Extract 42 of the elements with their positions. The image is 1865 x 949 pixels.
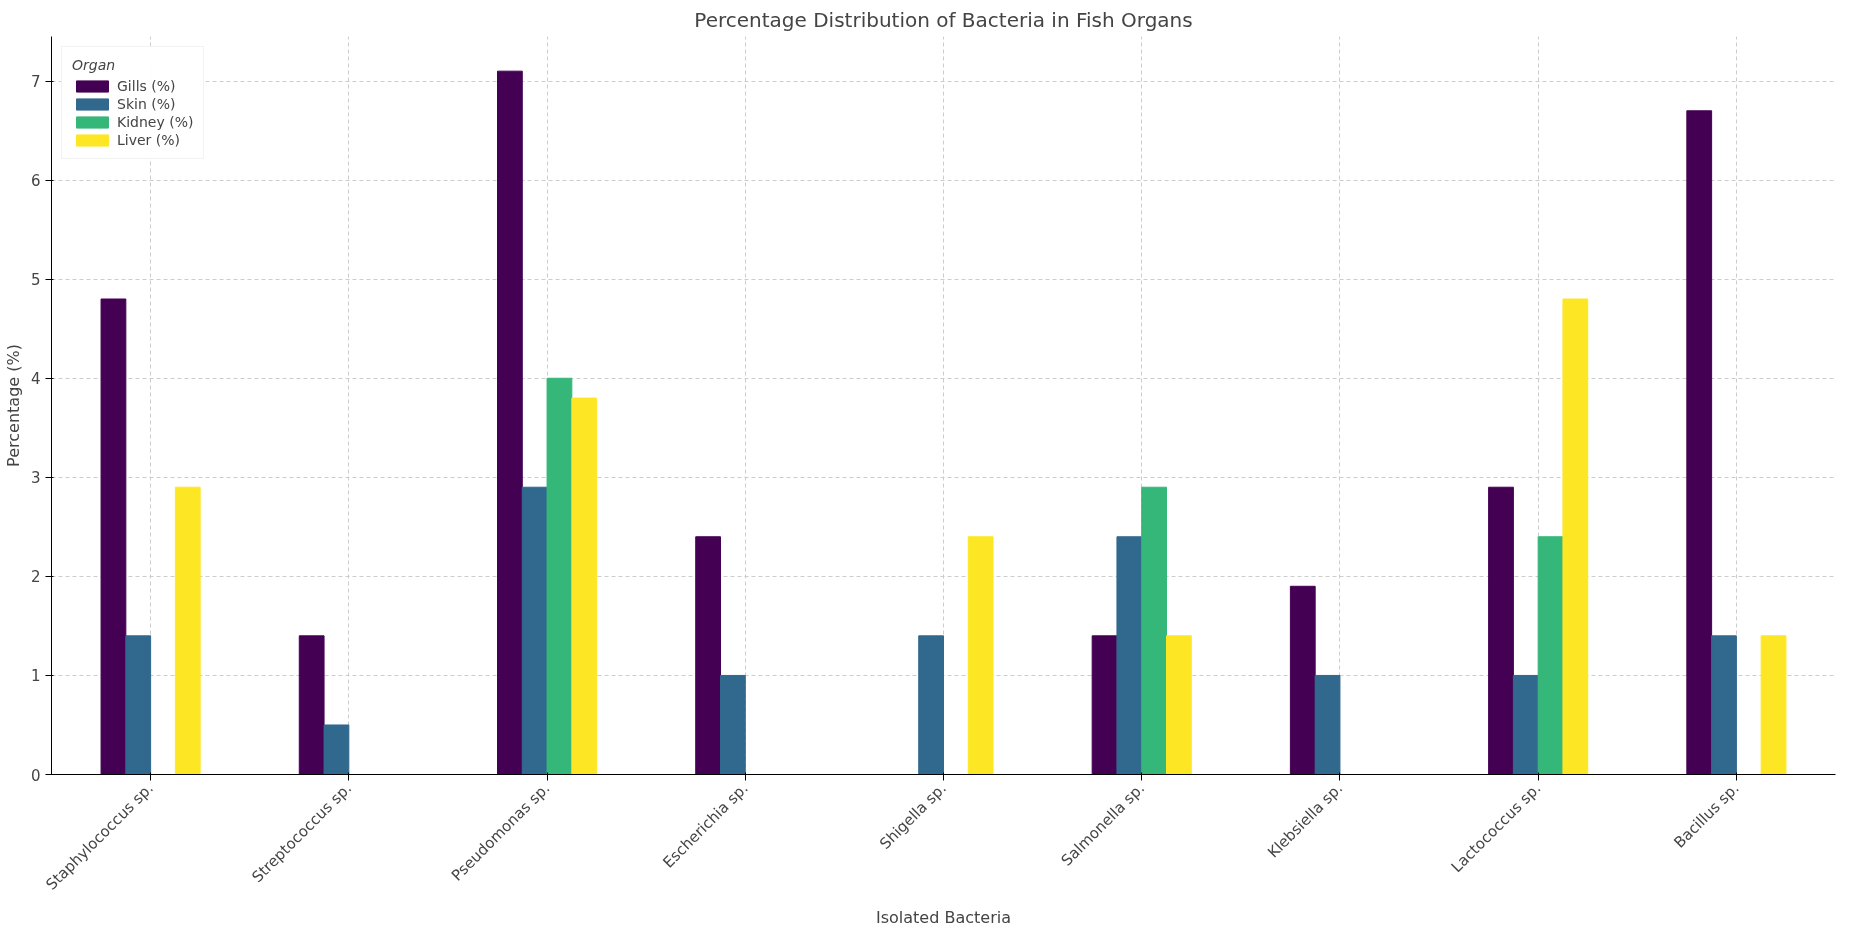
- x-axis-title: Isolated Bacteria: [876, 908, 1011, 928]
- bar: [1512, 674, 1539, 775]
- bar: [1488, 486, 1514, 775]
- bar: [100, 298, 127, 775]
- bar: [571, 397, 598, 775]
- y-tick-label: 1: [30, 667, 41, 686]
- bar: [521, 486, 548, 775]
- bar: [967, 536, 994, 775]
- bar: [1537, 536, 1564, 775]
- y-axis-title: Percentage (%): [3, 344, 23, 467]
- legend-label: Skin (%): [117, 96, 176, 112]
- bar: [1166, 635, 1192, 775]
- bar: [1711, 635, 1737, 775]
- bar: [1091, 635, 1118, 775]
- bar: [695, 536, 721, 775]
- bar: [1116, 536, 1143, 775]
- y-tick-label: 4: [30, 370, 41, 389]
- bar: [1141, 486, 1167, 775]
- bar: [323, 724, 350, 775]
- legend-label: Gills (%): [117, 78, 176, 94]
- bar: [1760, 635, 1787, 775]
- bar: [1686, 110, 1713, 775]
- legend-label: Liver (%): [117, 132, 181, 148]
- chart-title: Percentage Distribution of Bacteria in Fish Organs: [694, 7, 1193, 32]
- bar: [1314, 674, 1341, 775]
- bar: [918, 635, 944, 775]
- y-tick-label: 2: [30, 568, 41, 587]
- bar: [174, 486, 201, 775]
- y-tick-label: 6: [30, 172, 41, 191]
- bar: [497, 70, 523, 775]
- bar: [298, 635, 325, 775]
- y-tick-label: 5: [30, 271, 41, 290]
- bar: [720, 674, 746, 775]
- bar: [125, 635, 152, 775]
- bar: [1289, 585, 1316, 775]
- y-tick-label: 0: [30, 766, 41, 785]
- legend-label: Kidney (%): [117, 114, 194, 130]
- y-tick-label: 3: [30, 469, 41, 488]
- bar: [1562, 298, 1589, 775]
- y-tick-label: 7: [30, 73, 41, 92]
- legend-title: Organ: [72, 57, 117, 73]
- bar: [546, 377, 573, 775]
